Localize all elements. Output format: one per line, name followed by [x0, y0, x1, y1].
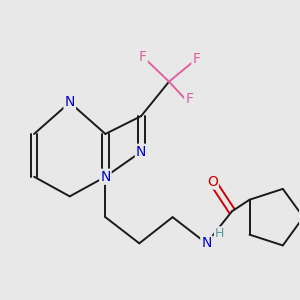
Text: F: F: [185, 92, 193, 106]
Text: N: N: [201, 236, 212, 250]
Text: F: F: [192, 52, 200, 66]
Text: N: N: [136, 145, 146, 159]
Text: O: O: [207, 175, 218, 188]
Text: H: H: [215, 227, 224, 240]
Text: N: N: [64, 95, 75, 110]
Text: N: N: [100, 170, 111, 184]
Text: F: F: [139, 50, 147, 64]
